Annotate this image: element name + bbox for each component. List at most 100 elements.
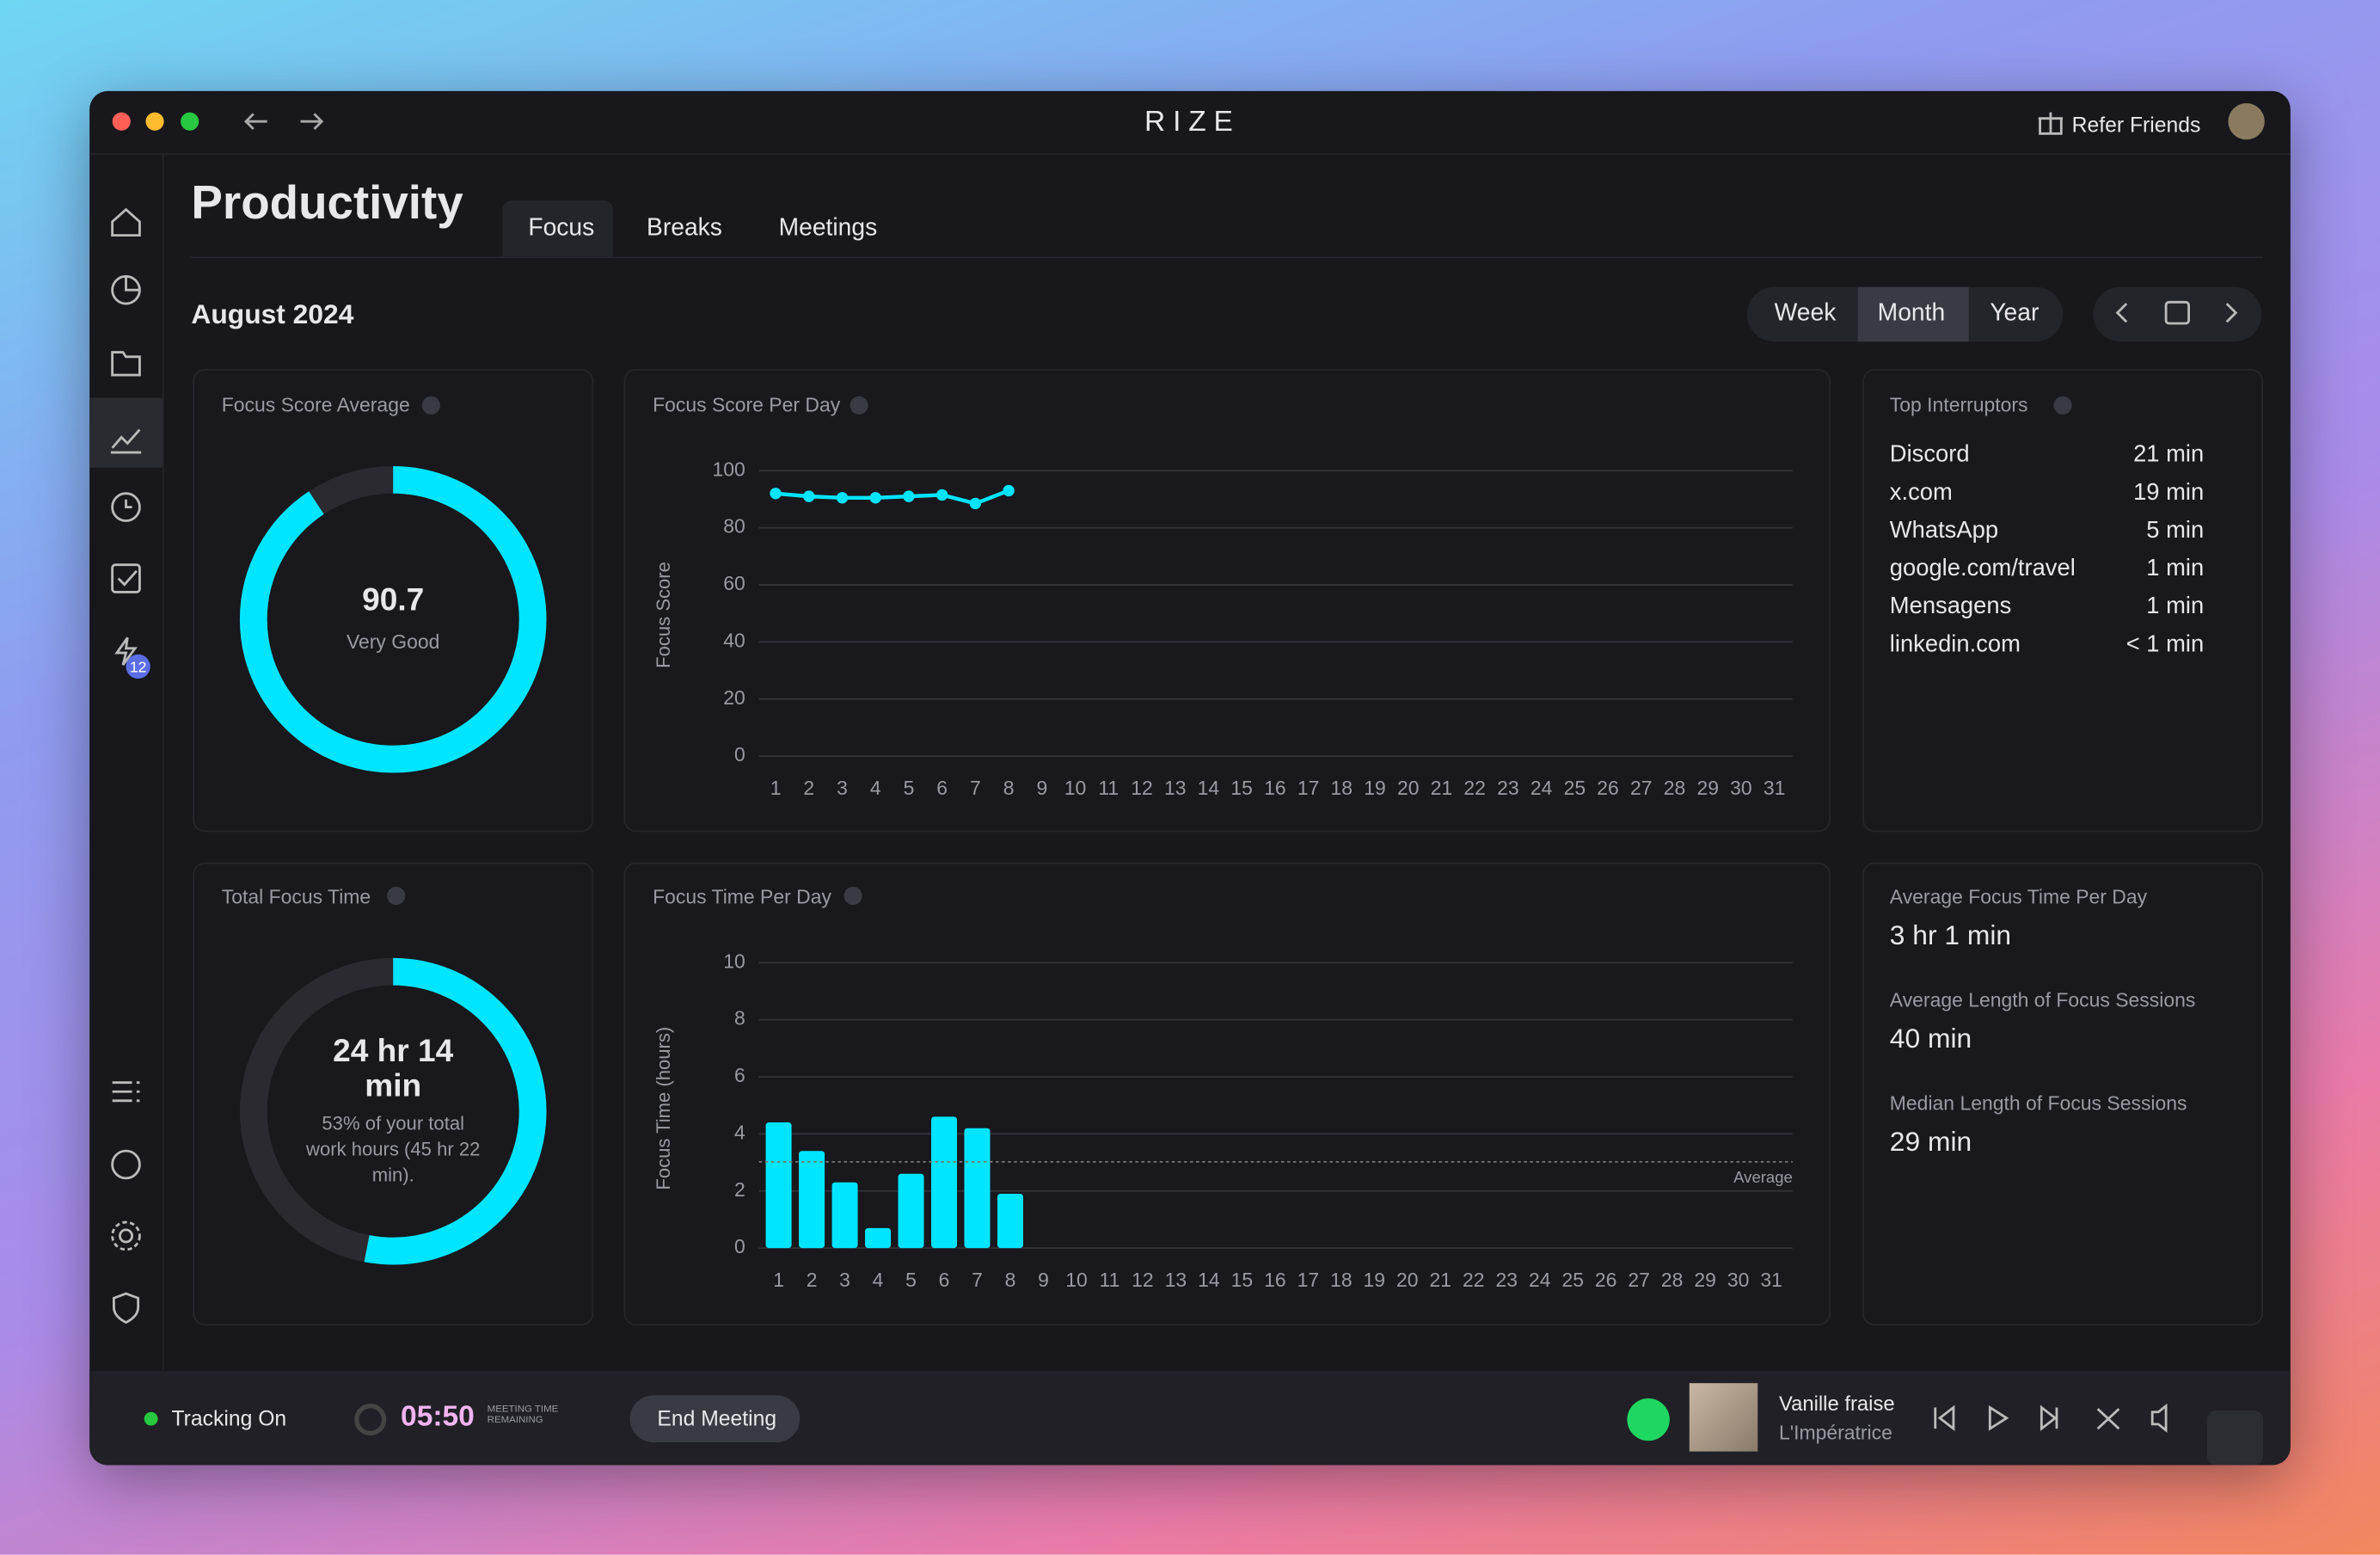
tracking-status: Tracking On: [171, 1405, 287, 1430]
point: [836, 492, 849, 504]
card-title: Focus Score Average: [221, 393, 410, 416]
range[interactable]: Week: [1774, 300, 1837, 327]
interruptor-name: google.com/travel: [1889, 556, 2076, 582]
tab[interactable]: Focus: [528, 215, 595, 242]
refer-link[interactable]: Refer Friends: [2071, 112, 2201, 137]
point: [1003, 484, 1015, 497]
score-label: Very Good: [346, 630, 440, 654]
x-tick-label: 30: [1727, 1269, 1750, 1291]
badge: [126, 654, 150, 679]
tab[interactable]: Meetings: [778, 215, 878, 242]
x-tick-label: 1: [770, 777, 782, 799]
spotify-icon: [1627, 1398, 1670, 1441]
x-tick-label: 10: [1064, 777, 1087, 799]
y-axis-title: Focus Time (hours): [653, 1027, 674, 1190]
x-tick-label: 22: [1463, 1269, 1485, 1291]
x-tick-label: 31: [1760, 1269, 1782, 1291]
y-tick-label: 40: [723, 629, 745, 651]
x-tick-label: 13: [1164, 777, 1187, 799]
score-ring: [239, 465, 547, 773]
range[interactable]: Year: [1990, 300, 2040, 327]
tab-active: [502, 200, 614, 257]
point: [869, 492, 881, 504]
x-tick-label: 19: [1364, 777, 1386, 799]
footer-bar: [89, 1371, 2291, 1466]
x-tick-label: 16: [1264, 777, 1286, 799]
card-title: Top Interruptors: [1889, 393, 2028, 416]
x-tick-label: 29: [1696, 777, 1719, 799]
x-tick-label: 15: [1231, 1269, 1254, 1291]
y-tick-label: 2: [734, 1178, 745, 1201]
range-active: [1857, 286, 1969, 342]
x-tick-label: 12: [1131, 777, 1153, 799]
end-meeting-label[interactable]: End Meeting: [657, 1405, 777, 1430]
x-tick-label: 18: [1330, 1269, 1353, 1291]
stat-title: Average Focus Time Per Day: [1889, 885, 2148, 908]
x-tick-label: 15: [1230, 777, 1253, 799]
y-tick-label: 8: [734, 1007, 745, 1029]
chat-button[interactable]: [2206, 1410, 2264, 1466]
album-art: [1689, 1383, 1758, 1452]
point: [903, 490, 915, 502]
bar: [831, 1182, 858, 1249]
x-tick-label: 31: [1764, 777, 1786, 799]
end-meeting-button[interactable]: [629, 1395, 800, 1443]
x-tick-label: 14: [1198, 777, 1220, 799]
interruptor-time: 1 min: [2146, 593, 2205, 620]
x-tick-label: 4: [870, 777, 881, 799]
card: [623, 368, 1831, 833]
bar: [799, 1151, 825, 1249]
x-tick-label: 19: [1364, 1269, 1386, 1291]
interruptor-name: x.com: [1889, 479, 1953, 506]
x-tick-label: 12: [1132, 1269, 1154, 1291]
card: [1862, 862, 2264, 1326]
y-axis-title: Focus Score: [653, 562, 674, 668]
stat-value: 29 min: [1889, 1126, 1972, 1158]
x-tick-label: 29: [1694, 1269, 1716, 1291]
x-tick-label: 16: [1264, 1269, 1286, 1291]
song-artist: L'Impératrice: [1778, 1421, 1892, 1444]
tab[interactable]: Breaks: [647, 215, 722, 242]
x-tick-label: 5: [905, 1269, 917, 1291]
x-tick-label: 24: [1530, 777, 1553, 799]
y-tick-label: 20: [723, 686, 745, 709]
y-tick-label: 4: [734, 1121, 745, 1143]
sidebar-active: [89, 397, 163, 468]
x-tick-label: 26: [1597, 777, 1619, 799]
y-tick-label: 60: [723, 572, 745, 594]
point: [803, 490, 815, 502]
score-value: 90.7: [362, 582, 425, 618]
avatar[interactable]: [2228, 103, 2265, 140]
card-title: Focus Score Per Day: [653, 393, 841, 416]
bar: [765, 1122, 792, 1249]
total-note: 53% of your total work hours (45 hr 22 m…: [306, 1112, 481, 1186]
x-tick-label: 25: [1564, 777, 1586, 799]
y-tick-label: 0: [734, 1235, 745, 1257]
x-tick-label: 30: [1730, 777, 1752, 799]
stat-title: Average Length of Focus Sessions: [1889, 988, 2196, 1011]
card-title: Total Focus Time: [221, 885, 371, 908]
point: [935, 489, 948, 501]
x-tick-label: 26: [1595, 1269, 1617, 1291]
tab-rule: [189, 256, 2264, 259]
x-tick-label: 25: [1561, 1269, 1584, 1291]
stat-value: 40 min: [1889, 1023, 1972, 1054]
x-tick-label: 2: [807, 1269, 818, 1291]
x-tick-label: 8: [1003, 777, 1015, 799]
interruptor-name: linkedin.com: [1889, 631, 2021, 658]
y-tick-label: 100: [712, 458, 745, 480]
song-title: Vanille fraise: [1778, 1392, 1895, 1416]
bar: [997, 1194, 1023, 1249]
x-tick-label: 13: [1165, 1269, 1187, 1291]
sidebar-icons: [110, 112, 2238, 1433]
x-tick-label: 6: [936, 777, 948, 799]
average-label: Average: [1733, 1168, 1793, 1186]
x-tick-label: 9: [1036, 777, 1047, 799]
x-tick-label: 18: [1331, 777, 1353, 799]
y-tick-label: 10: [723, 950, 745, 972]
x-tick-label: 2: [803, 777, 814, 799]
range[interactable]: Month: [1877, 300, 1946, 327]
